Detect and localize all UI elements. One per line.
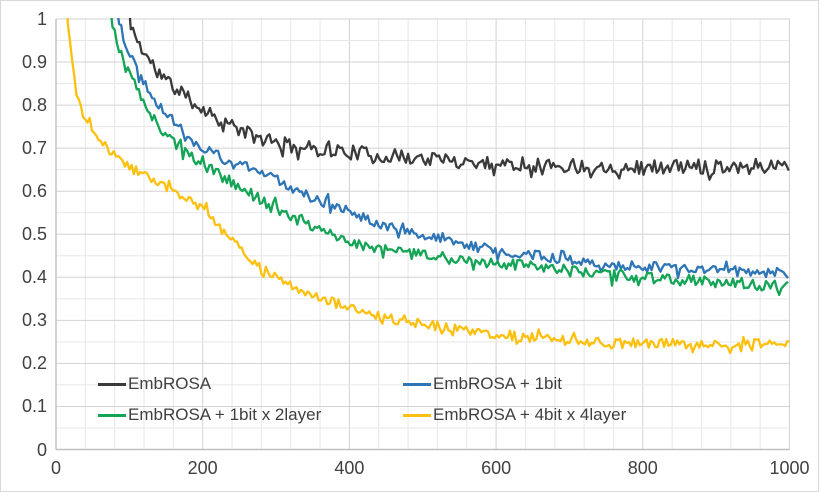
x-tick-label: 800 (627, 458, 658, 478)
y-tick-label: 0.5 (21, 224, 47, 245)
y-tick-label: 0.7 (21, 138, 47, 159)
y-tick-label: 0.6 (21, 181, 47, 202)
series-line-embrosa-4bit-x-4layer (66, 18, 790, 355)
y-tick-label: 0.8 (21, 95, 47, 116)
series-line-embrosa (128, 18, 790, 181)
y-tick-label: 0.3 (21, 310, 47, 331)
y-tick-label: 0.2 (21, 353, 47, 374)
x-tick-label: 400 (334, 458, 365, 478)
x-tick-label: 0 (50, 458, 61, 478)
x-tick-label: 1000 (769, 458, 810, 478)
y-tick-label: 0.9 (21, 52, 47, 73)
series-line-embrosa-1bit-x-2layer (110, 18, 789, 297)
series-line-embrosa-1bit (117, 18, 789, 280)
y-tick-label: 0.1 (21, 396, 47, 417)
y-tick-label: 1 (36, 9, 47, 29)
x-tick-label: 600 (481, 458, 512, 478)
x-tick-label: 200 (187, 458, 218, 478)
y-tick-label: 0.4 (21, 267, 47, 288)
y-tick-label: 0 (36, 439, 47, 460)
